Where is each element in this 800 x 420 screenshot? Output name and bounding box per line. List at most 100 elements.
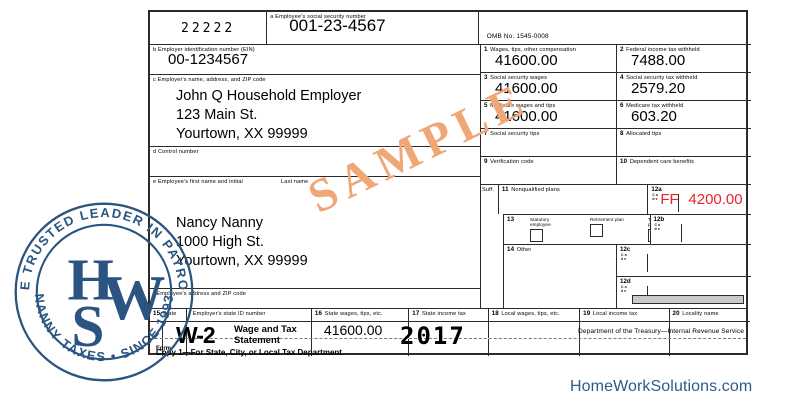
box-20-value-cell — [668, 324, 746, 338]
box-20-label: Locality name — [682, 310, 719, 317]
box-f-employee-address-label: f Employee's address and ZIP code — [150, 288, 480, 300]
tax-year: 2017 — [400, 322, 466, 350]
box-1-value: 41600.00 — [495, 51, 558, 69]
state-local-data-row-2 — [150, 338, 746, 356]
form-word-label: Form — [156, 346, 171, 352]
box-e-label-last: Last name — [280, 178, 309, 185]
box-17-number: 17 — [412, 309, 420, 317]
box-14-number: 14 — [507, 245, 515, 253]
checkbox-third-party-sick-pay-box[interactable] — [648, 229, 650, 243]
seal-monogram-s: S — [71, 293, 104, 359]
form-body: b Employer identification number (EIN) 0… — [150, 44, 751, 308]
box-7-label: Social security tips — [490, 130, 540, 137]
box-11-nonqualified-plans: 11 Nonqualified plans — [497, 184, 648, 214]
box-10-label: Dependent care benefits — [629, 158, 695, 165]
box-5-value: 41600.00 — [495, 107, 558, 125]
box-9-verification-code: 9 Verification code — [481, 156, 616, 184]
box-3-ss-wages: 3 Social security wages 41600.00 — [481, 72, 616, 100]
box-3-number: 3 — [484, 73, 488, 81]
box-b-value: 00-1234567 — [168, 50, 249, 68]
form-left-column: b Employer identification number (EIN) 0… — [150, 44, 480, 308]
box-12c-code-label: C o d e — [621, 253, 627, 261]
box-13-checkboxes: 13 Statutory employee Retirement plan Th… — [503, 214, 650, 244]
checkbox-third-party-sick-pay[interactable]: Third-party sick pay — [648, 217, 650, 243]
box-c-line2: 123 Main St. — [176, 106, 258, 123]
box-6-number: 6 — [620, 101, 624, 109]
box-a-label: a Employee's social security number — [270, 13, 367, 20]
box-2-value: 7488.00 — [631, 51, 686, 69]
box-13-number: 13 — [507, 215, 515, 223]
box-4-value: 2579.20 — [631, 79, 686, 97]
box-5-medicare-wages: 5 Medicare wages and tips 41600.00 — [481, 100, 616, 128]
box-f-label: f Employee's address and ZIP code — [153, 290, 246, 297]
box-a-ssn: a Employee's social security number 001-… — [266, 12, 478, 44]
box-12cd-stack: 12c C o d e 12d C o d e — [616, 244, 751, 308]
w2-form: 22222 a Employee's social security numbe… — [148, 10, 751, 357]
box-a-value: 001-23-4567 — [289, 15, 386, 35]
box-6-value: 603.20 — [631, 107, 677, 125]
box-4-label: Social security tax withheld — [626, 74, 698, 81]
box-11-label: Nonqualified plans — [511, 186, 560, 193]
box-18-number: 18 — [491, 309, 499, 317]
box-e-suffix: Suff. — [481, 184, 498, 214]
box-8-allocated-tips: 8 Allocated tips — [616, 128, 751, 156]
department-line: Department of the Treasury—Internal Reve… — [578, 328, 744, 335]
box-12a: 12a C o d e FF 4200.00 — [647, 184, 751, 214]
box-1-label: Wages, tips, other compensation — [490, 46, 576, 53]
box-7-ss-tips: 7 Social security tips — [481, 128, 616, 156]
checkbox-retirement-plan[interactable]: Retirement plan — [590, 217, 624, 238]
void-box-value: 22222 — [181, 20, 236, 36]
box-e-line3: Yourtown, XX 99999 — [176, 253, 308, 269]
box-d-label: d Control number — [153, 148, 199, 155]
row-14-12cd: 14 Other 12c C o d e 12d C o d e — [481, 244, 751, 308]
box-19-number: 19 — [583, 309, 591, 317]
website-link[interactable]: HomeWorkSolutions.com — [570, 378, 753, 395]
box-19-value-cell-2 — [579, 339, 668, 356]
box-12a-amount: 4200.00 — [688, 191, 743, 208]
box-10-dependent-care: 10 Dependent care benefits — [616, 156, 751, 184]
box-18-label: Local wages, tips, etc. — [501, 310, 560, 317]
box-2-number: 2 — [620, 45, 624, 53]
row-5-6: 5 Medicare wages and tips 41600.00 6 Medic… — [481, 100, 751, 128]
box-12a-code-label: C o d e — [652, 193, 659, 201]
box-12b: 12b C o d e — [649, 214, 751, 244]
checkbox-third-party-sick-pay-label: Third-party sick pay — [648, 217, 650, 227]
form-title: Wage and Tax Statement — [234, 324, 297, 346]
copy-line: Copy 1—For State, City, or Local Tax Dep… — [156, 348, 342, 357]
box-1-number: 1 — [484, 45, 488, 53]
box-19-local-income-tax: 19 Local income tax — [579, 309, 668, 324]
checkbox-retirement-plan-box[interactable] — [590, 224, 603, 238]
box-c-label: c Employer's name, address, and ZIP code — [153, 76, 266, 83]
box-12c-divider — [647, 254, 648, 272]
seal-monogram-w: W — [102, 263, 165, 333]
box-15-employer-state-id: Employer's state ID number — [185, 309, 311, 324]
void-box-22222: 22222 — [150, 12, 266, 44]
box-12c-tag: 12c — [620, 246, 631, 253]
box-12a-divider — [678, 194, 680, 212]
box-11-number: 11 — [501, 185, 509, 193]
box-17-value-cell — [408, 324, 487, 338]
box-1-wages: 1 Wages, tips, other compensation 41600.0… — [481, 44, 616, 72]
box-3-label: Social security wages — [490, 74, 548, 81]
gray-block — [632, 295, 744, 304]
form-top-strip: 22222 a Employee's social security numbe… — [150, 12, 746, 44]
box-14-label: Other — [516, 246, 532, 253]
box-15-number: 15 — [153, 309, 161, 317]
box-15-id-label: Employer's state ID number — [192, 310, 266, 317]
state-code-1 — [150, 324, 186, 338]
box-12b-code-label: C o d e — [654, 223, 661, 231]
checkbox-statutory-employee-label: Statutory employee — [530, 217, 551, 228]
box-e-employee-address: Nancy Nanny 1000 High St. Yourtown, XX 9… — [150, 206, 480, 288]
state-local-header-row: 15 State Employer's state ID number 16 Sta… — [150, 308, 746, 324]
checkbox-statutory-employee-box[interactable] — [530, 229, 543, 243]
form-number-w2: W-2 — [176, 322, 216, 348]
box-10-number: 10 — [620, 157, 628, 165]
box-16-value-cell-2 — [310, 339, 408, 356]
box-e-label-first: e Employee's first name and initial — [153, 178, 243, 185]
row-7-8: 7 Social security tips 8 Allocated tips — [481, 128, 751, 156]
box-e-employee-name-header: e Employee's first name and initial Last… — [150, 176, 480, 206]
checkbox-statutory-employee[interactable]: Statutory employee — [530, 217, 564, 243]
omb-number: OMB No. 1545-0008 — [477, 12, 746, 44]
row-3-4: 3 Social security wages 41600.00 4 Social … — [481, 72, 751, 100]
box-14-other: 14 Other — [503, 244, 616, 308]
